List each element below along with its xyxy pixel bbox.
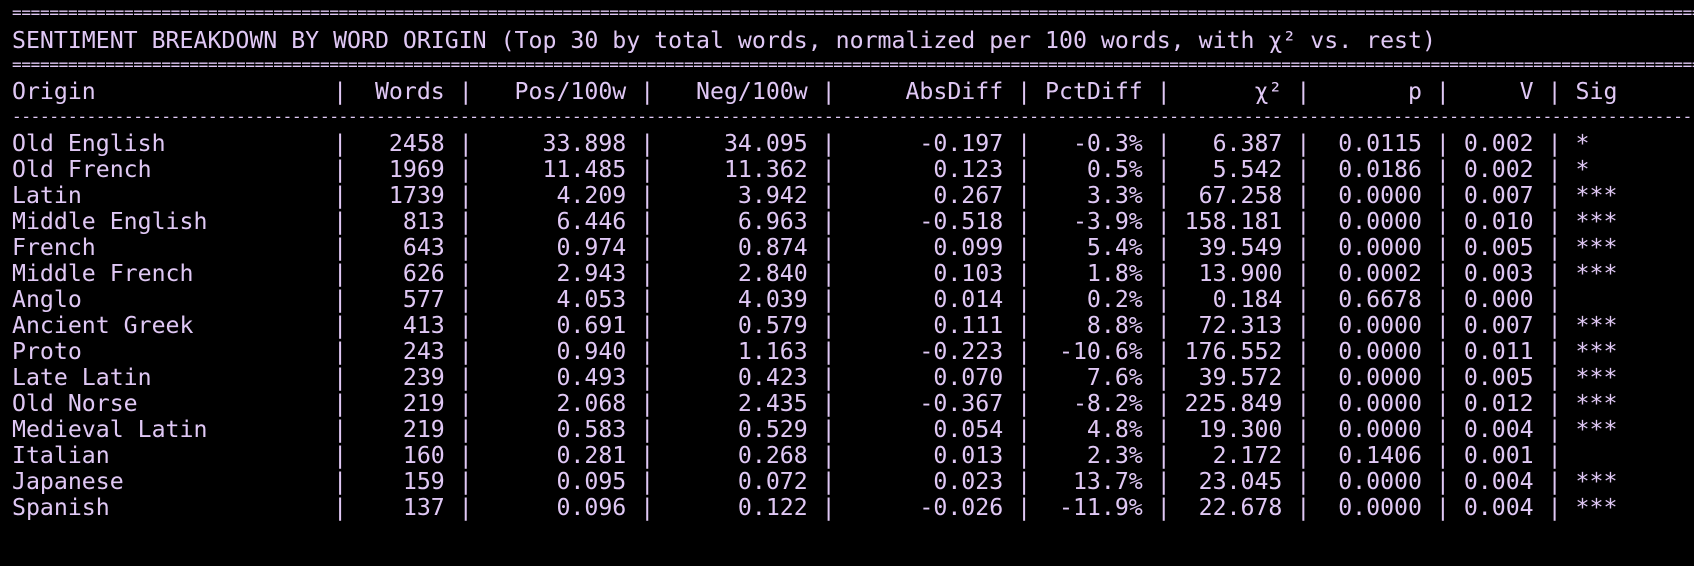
table-row: Old French | 1969 | 11.485 | 11.362 | 0.… [12,156,1590,183]
table-row: Old Norse | 219 | 2.068 | 2.435 | -0.367… [12,390,1618,417]
table-row: Old English | 2458 | 33.898 | 34.095 | -… [12,130,1590,157]
table-row: Medieval Latin | 219 | 0.583 | 0.529 | 0… [12,416,1618,443]
table-row: Japanese | 159 | 0.095 | 0.072 | 0.023 |… [12,468,1618,495]
table-row: Spanish | 137 | 0.096 | 0.122 | -0.026 |… [12,494,1618,521]
table-header: Origin | Words | Pos/100w | Neg/100w | A… [12,78,1618,105]
table-row: Latin | 1739 | 4.209 | 3.942 | 0.267 | 3… [12,182,1618,209]
table-row: Middle French | 626 | 2.943 | 2.840 | 0.… [12,260,1618,287]
table-row: Italian | 160 | 0.281 | 0.268 | 0.013 | … [12,442,1562,469]
single-rule: ----------------------------------------… [12,110,1694,124]
table-row: Ancient Greek | 413 | 0.691 | 0.579 | 0.… [12,312,1618,339]
table-row: Middle English | 813 | 6.446 | 6.963 | -… [12,208,1618,235]
double-rule-top: ========================================… [12,6,1694,20]
table-row: French | 643 | 0.974 | 0.874 | 0.099 | 5… [12,234,1618,261]
double-rule-header: ========================================… [12,58,1694,72]
table-title: SENTIMENT BREAKDOWN BY WORD ORIGIN (Top … [12,27,1436,54]
table-row: Proto | 243 | 0.940 | 1.163 | -0.223 | -… [12,338,1618,365]
table-row: Anglo | 577 | 4.053 | 4.039 | 0.014 | 0.… [12,286,1562,313]
table-row: Late Latin | 239 | 0.493 | 0.423 | 0.070… [12,364,1618,391]
